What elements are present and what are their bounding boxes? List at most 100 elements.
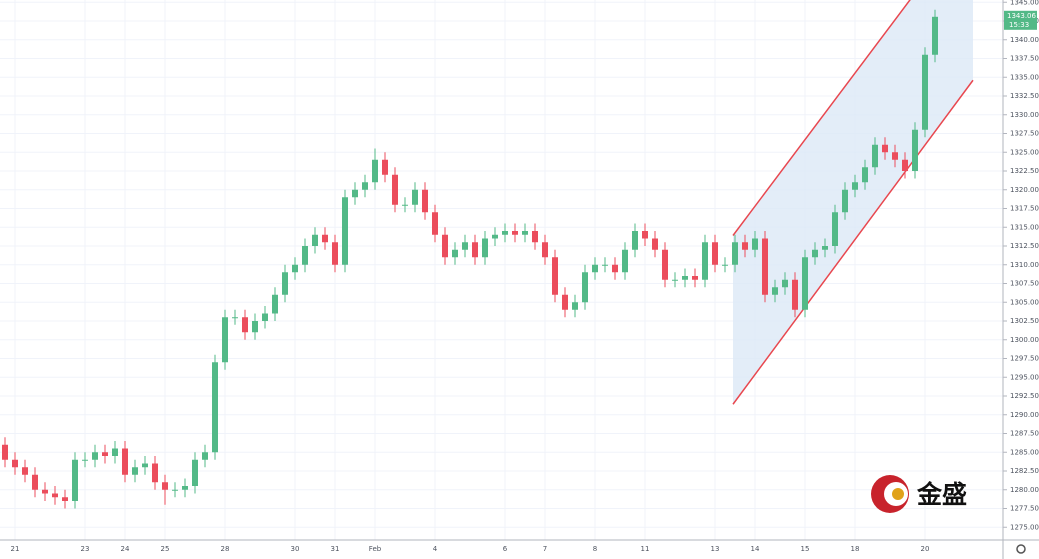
y-tick-label: 1292.50 xyxy=(1010,392,1039,400)
y-tick-label: 1335.00 xyxy=(1010,73,1039,81)
countdown-label: 15:33 xyxy=(1009,21,1029,29)
candle-body xyxy=(762,238,768,295)
channel-line xyxy=(732,0,911,236)
y-tick-label: 1287.50 xyxy=(1010,430,1039,438)
candle-body xyxy=(702,242,708,280)
y-tick-label: 1325.00 xyxy=(1010,148,1039,156)
candle-body xyxy=(482,238,488,258)
candle-body xyxy=(522,231,528,235)
y-tick-label: 1327.50 xyxy=(1010,130,1039,138)
candle-body xyxy=(412,189,418,205)
candle-body xyxy=(372,159,378,183)
x-tick-label: 18 xyxy=(851,545,860,553)
candle-body xyxy=(902,159,908,171)
candle-body xyxy=(652,238,658,250)
y-tick-label: 1297.50 xyxy=(1010,355,1039,363)
candle-body xyxy=(512,231,518,235)
watermark-text: 金盛 xyxy=(916,480,967,509)
candle-body xyxy=(22,467,28,475)
candle-body xyxy=(242,317,248,333)
candle-body xyxy=(32,474,38,490)
candle-body xyxy=(632,231,638,250)
plot-area xyxy=(2,0,974,509)
y-tick-label: 1275.00 xyxy=(1010,523,1039,531)
x-tick-label: 23 xyxy=(81,545,90,553)
candle-body xyxy=(682,276,688,280)
settings-icon[interactable] xyxy=(1016,544,1026,554)
candle-body xyxy=(772,287,778,295)
candle-body xyxy=(662,249,668,280)
candle-body xyxy=(122,448,128,475)
candle-body xyxy=(2,444,8,460)
candle-body xyxy=(452,249,458,258)
candle-body xyxy=(282,272,288,295)
candle-body xyxy=(732,242,738,265)
candle-body xyxy=(612,264,618,273)
channel-line xyxy=(732,79,974,405)
candle-body xyxy=(502,231,508,235)
candle-body xyxy=(602,264,608,266)
x-tick-label: 30 xyxy=(291,545,300,553)
candle-body xyxy=(442,234,448,258)
candle-body xyxy=(462,242,468,250)
x-tick-label: 7 xyxy=(543,545,547,553)
candle-body xyxy=(102,452,108,456)
candle-body xyxy=(352,189,358,198)
candle-body xyxy=(812,249,818,258)
candle-body xyxy=(552,257,558,295)
y-tick-label: 1337.50 xyxy=(1010,55,1039,63)
candle-body xyxy=(542,242,548,258)
candle-body xyxy=(822,246,828,250)
x-tick-label: 15 xyxy=(801,545,810,553)
candle-body xyxy=(912,129,918,171)
candle-body xyxy=(82,459,88,461)
candle-body xyxy=(712,242,718,265)
y-tick-label: 1315.00 xyxy=(1010,223,1039,231)
candle-body xyxy=(782,279,788,288)
x-tick-label: 25 xyxy=(161,545,170,553)
y-tick-label: 1280.00 xyxy=(1010,486,1039,494)
candle-body xyxy=(722,264,728,266)
candle-body xyxy=(562,294,568,310)
y-tick-label: 1282.50 xyxy=(1010,467,1039,475)
y-tick-label: 1305.00 xyxy=(1010,298,1039,306)
candle-body xyxy=(592,264,598,273)
y-tick-label: 1340.00 xyxy=(1010,36,1039,44)
y-tick-label: 1300.00 xyxy=(1010,336,1039,344)
y-tick-label: 1320.00 xyxy=(1010,186,1039,194)
candle-body xyxy=(922,54,928,130)
y-tick-label: 1295.00 xyxy=(1010,373,1039,381)
candle-body xyxy=(92,452,98,460)
y-tick-label: 1302.50 xyxy=(1010,317,1039,325)
candle-body xyxy=(252,321,258,333)
settings-gear[interactable] xyxy=(1016,544,1026,554)
watermark-logo: 金盛 xyxy=(871,475,967,513)
candle-body xyxy=(532,231,538,243)
logo-icon-dot xyxy=(892,488,904,500)
candle-body xyxy=(132,467,138,475)
candle-body xyxy=(392,174,398,205)
candle-body xyxy=(842,189,848,213)
candle-body xyxy=(302,246,308,265)
candle-body xyxy=(852,182,858,190)
x-tick-label: Feb xyxy=(369,545,382,553)
candle-body xyxy=(262,313,268,321)
candle-body xyxy=(172,489,178,491)
candle-body xyxy=(432,212,438,235)
candle-body xyxy=(872,144,878,168)
y-tick-label: 1310.00 xyxy=(1010,261,1039,269)
last-price-label: 1343.06 xyxy=(1007,12,1036,20)
y-tick-label: 1345.00 xyxy=(1010,0,1039,6)
x-tick-label: 24 xyxy=(121,545,130,553)
last-price-box xyxy=(1004,10,1037,30)
x-tick-label: 13 xyxy=(711,545,720,553)
candle-body xyxy=(882,144,888,153)
x-tick-label: 21 xyxy=(11,545,20,553)
candle-body xyxy=(52,493,58,498)
x-tick-label: 20 xyxy=(921,545,930,553)
y-tick-label: 1332.50 xyxy=(1010,92,1039,100)
x-tick-label: 6 xyxy=(503,545,508,553)
candle-body xyxy=(792,279,798,310)
y-tick-label: 1277.50 xyxy=(1010,505,1039,513)
candle-body xyxy=(342,197,348,265)
